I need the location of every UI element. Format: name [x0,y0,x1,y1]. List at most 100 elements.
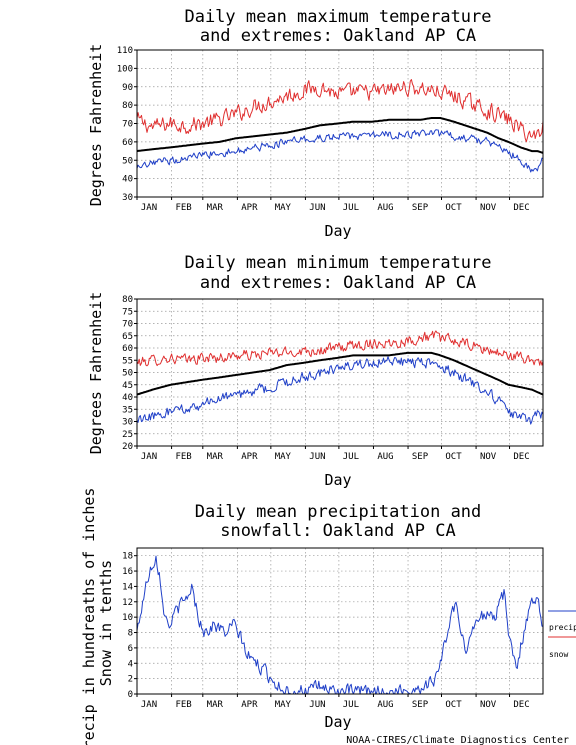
min-temperature-chart: Daily mean minimum temperature and extre… [87,253,544,489]
y-tick-label: 14 [122,582,133,592]
x-tick-label-nov: NOV [480,203,497,213]
x-tick-label-oct: OCT [445,203,462,213]
legend-snow-label: snow [549,650,568,659]
x-tick-label-dec: DEC [513,700,529,710]
y-tick-label: 40 [122,175,133,185]
y-tick-label: 30 [122,418,133,428]
x-tick-label-aug: AUG [377,203,393,213]
series-line-max [136,79,544,143]
y-tick-label: 75 [122,307,133,317]
x-tick-label-feb: FEB [175,700,191,710]
precipitation-chart: Daily mean precipitation and snowfall: O… [80,488,576,745]
y-axis-label-line-2: Snow in tenths [97,560,115,686]
series-line-max [136,330,544,367]
x-tick-label-feb: FEB [175,203,191,213]
x-tick-label-may: MAY [275,203,292,213]
y-tick-label: 20 [122,442,133,452]
x-tick-label-jan: JAN [141,452,157,462]
x-tick-label-may: MAY [275,452,292,462]
plot-frame [136,547,544,695]
y-tick-label: 110 [117,46,133,56]
y-tick-label: 8 [128,629,133,639]
y-tick-label: 2 [128,675,133,685]
y-tick-label: 25 [122,430,133,440]
y-tick-label: 55 [122,356,133,366]
x-tick-label-mar: MAR [207,452,224,462]
x-tick-label-jul: JUL [343,452,359,462]
y-tick-label: 70 [122,120,133,130]
x-tick-label-oct: OCT [445,700,462,710]
x-axis-label: Day [324,713,351,731]
y-tick-label: 10 [122,613,133,623]
y-tick-label: 60 [122,344,133,354]
x-tick-label-mar: MAR [207,203,224,213]
x-tick-label-aug: AUG [377,700,393,710]
y-tick-label: 18 [122,552,133,562]
y-tick-label: 50 [122,156,133,166]
y-tick-label: 30 [122,193,133,203]
y-axis-label-line-1: Precip in hundreaths of inches [80,488,98,745]
chart-title-line-2: and extremes: Oakland AP CA [200,26,476,46]
y-tick-label: 40 [122,393,133,403]
x-tick-label-jan: JAN [141,700,157,710]
plot-area: 0 2 4 6 8 10 12 14 16 18 JAN FEB MAR APR MAY JUN JUL AUG S… [122,547,544,710]
chart-title-line-2: and extremes: Oakland AP CA [200,273,476,293]
x-tick-label-dec: DEC [513,452,529,462]
x-tick-label-nov: NOV [480,452,497,462]
series-line-min [136,129,544,173]
series-line-mean [136,351,544,396]
series-line-precip [136,555,544,695]
x-tick-label-nov: NOV [480,700,497,710]
plot-area: 30 40 50 60 70 80 90 100 110 JAN FEB MAR APR MAY JUN JU… [117,46,544,213]
series-line-mean [136,117,544,154]
y-tick-label: 4 [128,659,133,669]
y-tick-label: 16 [122,567,133,577]
plot-area: 20 25 30 35 40 45 50 55 60 65 70 75 80 JAN FEB MAR APR MA… [122,295,544,462]
y-tick-label: 90 [122,83,133,93]
x-tick-label-mar: MAR [207,700,224,710]
y-tick-label: 45 [122,381,133,391]
x-tick-label-feb: FEB [175,452,191,462]
chart-title-line-1: Daily mean minimum temperature [184,253,491,273]
max-temperature-chart: Daily mean maximum temperature and extre… [87,7,544,240]
x-tick-label-aug: AUG [377,452,393,462]
y-tick-label: 80 [122,101,133,111]
y-tick-label: 60 [122,138,133,148]
y-axis-label: Degrees Fahrenheit [87,292,105,455]
legend-precip-label: precip [549,623,576,632]
y-tick-label: 100 [117,64,133,74]
y-tick-label: 12 [122,598,133,608]
y-tick-label: 70 [122,320,133,330]
x-tick-label-sep: SEP [412,452,429,462]
series-line-min [136,356,544,425]
x-tick-label-apr: APR [241,700,258,710]
x-tick-label-dec: DEC [513,203,529,213]
x-tick-label-jun: JUN [309,452,325,462]
y-tick-label: 35 [122,405,133,415]
x-tick-label-jan: JAN [141,203,157,213]
chart-title-line-1: Daily mean precipitation and [195,502,482,522]
x-tick-label-sep: SEP [412,203,429,213]
y-tick-label: 65 [122,332,133,342]
y-tick-label: 80 [122,295,133,305]
x-tick-label-oct: OCT [445,452,462,462]
x-tick-label-jul: JUL [343,203,359,213]
credit-text: NOAA-CIRES/Climate Diagnostics Center [346,735,569,745]
y-tick-label: 50 [122,369,133,379]
chart-title-line-2: snowfall: Oakland AP CA [220,521,455,541]
x-tick-label-sep: SEP [412,700,429,710]
x-tick-label-jun: JUN [309,203,325,213]
y-tick-label: 0 [128,690,133,700]
y-axis-label: Degrees Fahrenheit [87,44,105,207]
x-tick-label-may: MAY [275,700,292,710]
x-tick-label-apr: APR [241,203,258,213]
x-tick-label-jun: JUN [309,700,325,710]
x-axis-label: Day [324,222,351,240]
x-tick-label-apr: APR [241,452,258,462]
y-tick-label: 6 [128,644,133,654]
chart-title-line-1: Daily mean maximum temperature [184,7,491,27]
x-axis-label: Day [324,471,351,489]
plot-frame [136,298,544,447]
x-tick-label-jul: JUL [343,700,359,710]
